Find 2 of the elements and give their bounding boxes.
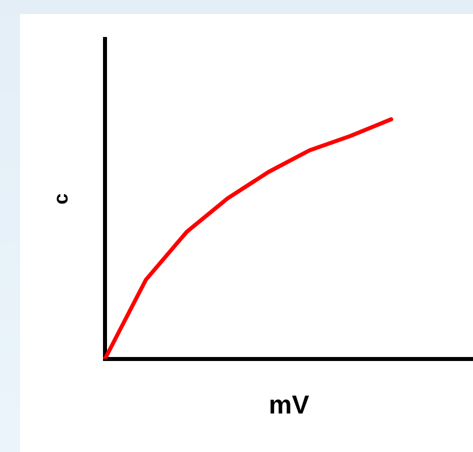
y-axis-title: c — [50, 193, 73, 204]
x-axis-title: mV — [268, 390, 310, 420]
